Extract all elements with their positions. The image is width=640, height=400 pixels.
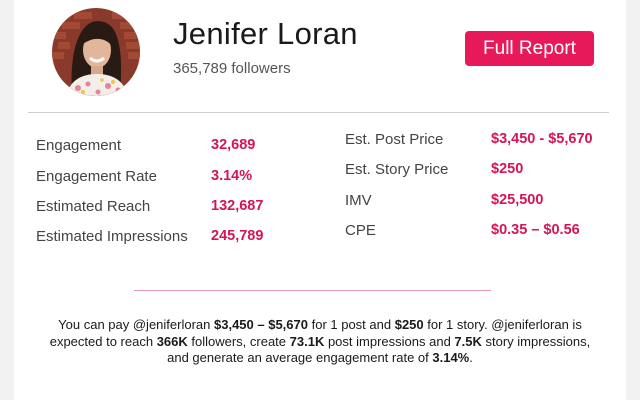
avatar	[52, 8, 140, 96]
stat-label: Est. Post Price	[345, 131, 444, 148]
stat-label: IMV	[345, 192, 372, 209]
middle-divider	[134, 290, 491, 291]
stat-label: Engagement Rate	[36, 168, 157, 185]
stat-value: 3.14%	[211, 168, 253, 184]
stat-label: Engagement	[36, 137, 122, 154]
stat-value: $3,450 - $5,670	[491, 131, 593, 147]
summary-text: You can pay @jeniferloran $3,450 – $5,67…	[14, 317, 626, 367]
followers-count: 365,789 followers	[173, 60, 291, 77]
summary-reach: 366K	[156, 333, 188, 349]
summary-post-impressions: 73.1K	[289, 333, 325, 349]
profile-name: Jenifer Loran	[173, 16, 358, 51]
summary-engagement-rate: 3.14%	[432, 350, 470, 365]
profile-photo-icon	[52, 8, 140, 96]
summary-story-price: $250	[394, 317, 424, 332]
summary-post-price: $3,450 – $5,670	[214, 317, 308, 332]
top-divider	[28, 112, 609, 113]
summary-line-3: and generate an average engagement rate …	[167, 350, 473, 365]
stat-value: 32,689	[211, 137, 256, 153]
influencer-card: Jenifer Loran 365,789 followers Full Rep…	[14, 0, 626, 400]
summary-line-1: You can pay @jeniferloran $3,450 – $5,67…	[58, 317, 582, 332]
stats-right: Est. Post Price $3,450 - $5,670 Est. Sto…	[345, 131, 620, 251]
summary-story-impressions: 7.5K	[454, 333, 482, 349]
stat-value: 245,789	[211, 228, 264, 244]
stat-label: Estimated Reach	[36, 198, 151, 215]
stat-label: Estimated Impressions	[36, 228, 188, 245]
summary-line-2: expected to reach 366K followers, create…	[49, 333, 591, 349]
stat-value: $25,500	[491, 192, 544, 208]
stat-value: $250	[491, 161, 524, 177]
stats-left: Engagement 32,689 Engagement Rate 3.14% …	[36, 137, 336, 257]
stat-value: 132,687	[211, 198, 264, 214]
stat-label: Est. Story Price	[345, 161, 449, 178]
stat-value: $0.35 – $0.56	[491, 222, 580, 238]
stat-label: CPE	[345, 222, 376, 239]
full-report-button[interactable]: Full Report	[465, 31, 594, 66]
